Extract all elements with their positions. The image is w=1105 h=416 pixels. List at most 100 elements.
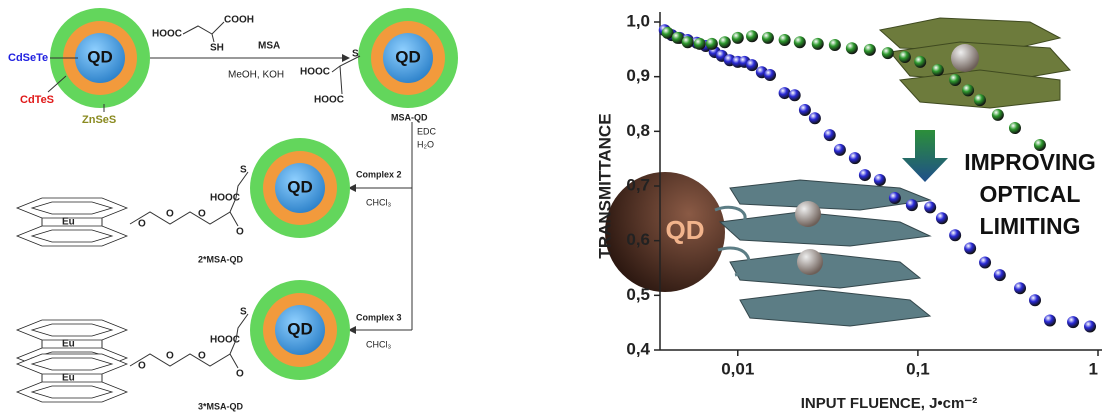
point [746,59,759,72]
point [1029,294,1042,307]
point [993,269,1006,282]
compound-label: MSA-QD [391,112,428,122]
point [848,152,861,165]
shell-label: CdTeS [20,94,54,106]
atom-label: HOOC [210,193,240,204]
point [1033,139,1046,151]
point [881,47,894,60]
atom-label: HOOC [300,67,330,78]
point [873,173,886,186]
x-tick-label: 1 [1089,359,1098,378]
reagent-text: H₂O [417,139,434,149]
reagent-text: CHCl₃ [366,339,391,349]
point [808,112,821,125]
atom-label: O [138,361,146,372]
point [924,201,937,214]
atom-label: HOOC [314,95,344,106]
reagent-text: EDC [417,126,437,136]
chart: 0,4 0,5 0,6 0,7 0,8 0,9 1,0 0,01 0,1 1 TRANSMITTAN… [595,11,1102,412]
point [661,26,674,39]
shell-label: ZnSeS [82,114,116,126]
point [845,42,858,55]
point [949,229,962,242]
reagent-text: MSA [258,41,280,52]
atom-label: O [198,351,206,362]
point [778,34,791,47]
shell-label: CdSeTe [8,52,48,64]
point [705,37,718,50]
point [931,64,944,77]
reagent-text: Complex 2 [356,169,402,179]
qd-label: QD [287,319,313,338]
annotation: OPTICAL [980,181,1081,207]
y-tick-label: 0,5 [626,285,650,304]
point [888,192,901,205]
x-tick-label: 0,1 [906,359,930,378]
point [718,36,731,49]
reagent-text: HOOC [152,29,182,40]
atom-label: Eu [62,373,75,384]
reagent-text: MeOH, KOH [228,70,284,81]
point [962,84,975,97]
annotation: LIMITING [980,213,1081,239]
y-tick-label: 0,6 [626,230,650,249]
atom-label: S [240,307,247,318]
point [671,31,684,44]
atom-label: O [166,351,174,362]
scheme: QD CdSeTe CdTeS ZnSeS HOOC COOH SH MSA M… [8,8,458,411]
compound-label: 3*MSA-QD [198,401,244,411]
sphere-label: QD [666,215,705,245]
reagent-text: Complex 3 [356,312,402,322]
point [778,87,791,100]
qd-label: QD [287,177,313,196]
y-tick-label: 0,4 [626,339,650,358]
atom-label: S [352,49,359,60]
y-axis-label: TRANSMITTANCE [595,113,614,258]
y-tick-label: 0,7 [626,175,650,194]
point [964,242,977,255]
atom-label: HOOC [210,335,240,346]
reagent-text: SH [210,43,224,54]
point [905,199,918,212]
atom-label: O [166,209,174,220]
x-tick-label: 0,01 [721,359,754,378]
point [828,38,841,51]
qd-label: QD [395,47,421,66]
reagent-text: CHCl₃ [366,197,391,207]
point [764,69,777,82]
point [858,169,871,182]
point [731,31,744,44]
graphene-decoration [605,17,1071,327]
y-tick-label: 1,0 [626,11,650,30]
point [811,37,824,50]
point [863,43,876,56]
point [793,36,806,49]
point [833,143,846,156]
point [746,30,759,43]
atom-label: Eu [62,217,75,228]
point [979,256,992,269]
x-axis-label: INPUT FLUENCE, J•cm⁻² [801,395,978,412]
atom-label: O [138,219,146,230]
reagent-text: COOH [224,15,254,26]
point [761,31,774,44]
atom-label: O [198,209,206,220]
point [1067,316,1080,329]
atom-label: Eu [62,339,75,350]
point [788,89,801,102]
point [1014,282,1027,295]
point [949,73,962,86]
point [898,50,911,63]
compound-label: 2*MSA-QD [198,254,244,264]
y-tick-label: 0,9 [626,66,650,85]
point [914,55,927,68]
point [1043,314,1056,327]
point [798,104,811,117]
point [693,37,706,50]
point [935,212,948,225]
annotation: IMPROVING [964,149,1096,175]
point [681,36,694,49]
atom-label: S [240,165,247,176]
point [991,108,1004,121]
